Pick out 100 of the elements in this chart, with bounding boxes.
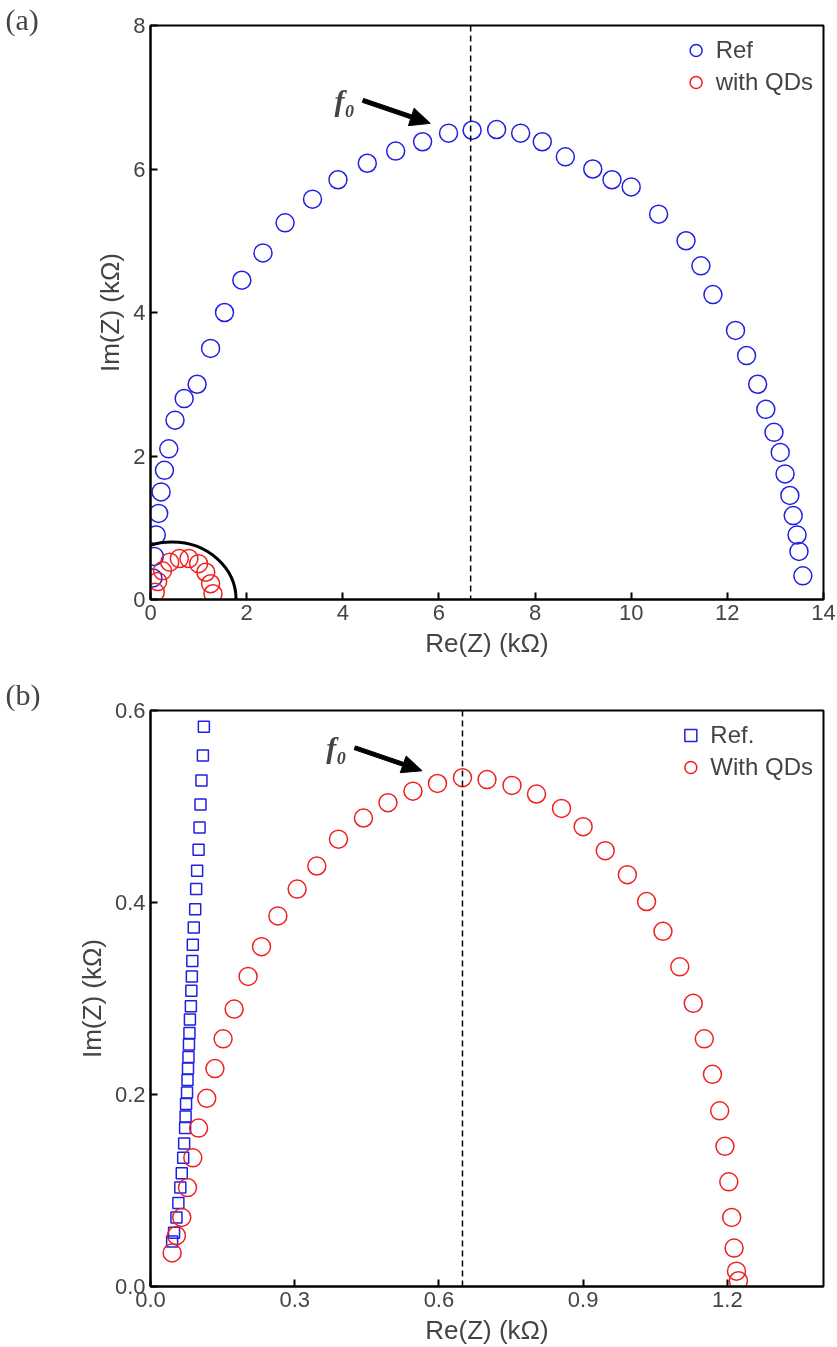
point	[770, 442, 790, 463]
point	[179, 1097, 193, 1111]
point	[183, 1148, 203, 1168]
point	[694, 1029, 715, 1049]
point	[190, 864, 204, 878]
point	[551, 798, 572, 819]
point	[200, 338, 221, 359]
point	[251, 936, 272, 957]
point	[188, 553, 209, 574]
point	[747, 374, 768, 394]
y-tick-label: 4	[133, 300, 146, 325]
point	[214, 302, 235, 323]
point	[192, 843, 205, 856]
point	[195, 774, 208, 787]
point	[188, 902, 202, 916]
x-tick-label: 12	[715, 599, 740, 625]
point	[232, 270, 252, 290]
point	[728, 1271, 749, 1287]
point	[188, 1118, 209, 1138]
point	[595, 840, 616, 861]
x-tick-label: 2	[240, 599, 253, 625]
point	[486, 119, 507, 140]
point	[532, 132, 553, 152]
point	[502, 775, 522, 796]
point	[736, 345, 757, 366]
point	[703, 284, 723, 305]
point	[186, 938, 200, 951]
point	[181, 1062, 195, 1075]
point	[307, 856, 327, 876]
point	[462, 120, 482, 140]
point	[721, 1207, 742, 1228]
y-axis-title: Im(Z) (kΩ)	[95, 252, 126, 373]
point	[197, 720, 211, 734]
point	[187, 921, 201, 934]
point	[172, 1196, 185, 1210]
x-tick-label: 1.2	[712, 1286, 743, 1312]
x-axis-title: Re(Z) (kΩ)	[425, 627, 549, 658]
point	[224, 999, 244, 1019]
annotation: f₀	[326, 731, 347, 765]
point	[178, 1121, 192, 1135]
y-tick-label: 6	[133, 156, 146, 182]
y-axis-title: Im(Z) (kΩ)	[76, 938, 107, 1059]
point	[775, 464, 795, 484]
point	[182, 1038, 196, 1051]
point	[719, 1172, 739, 1192]
point	[573, 816, 593, 837]
point	[179, 1110, 192, 1123]
point	[793, 566, 813, 586]
text: (a)	[5, 2, 39, 37]
point	[555, 147, 576, 167]
point	[187, 374, 207, 394]
point	[602, 170, 622, 190]
point	[378, 792, 398, 813]
annotation: f₀	[334, 83, 355, 117]
point	[253, 243, 273, 263]
point	[764, 422, 784, 443]
y-tick-label: 0.6	[114, 698, 146, 723]
point	[172, 1207, 192, 1228]
point	[756, 399, 776, 420]
point	[186, 954, 199, 968]
y-tick-label: 8	[133, 13, 146, 38]
point	[357, 153, 378, 173]
x-tick-label: 6	[432, 599, 446, 625]
point	[154, 460, 175, 481]
x-tick-label: 8	[528, 599, 542, 625]
point	[724, 1238, 744, 1258]
x-tick-label: 0.9	[567, 1286, 599, 1312]
point	[621, 177, 641, 197]
point	[176, 1151, 190, 1165]
point	[162, 1243, 182, 1263]
point	[159, 552, 180, 572]
legend-label: Ref	[715, 36, 753, 64]
point	[152, 561, 173, 581]
y-tick-label: 2	[133, 443, 146, 469]
point	[709, 1101, 730, 1121]
point	[182, 1050, 195, 1064]
point	[653, 921, 673, 942]
y-tick-label: 0.2	[114, 1082, 146, 1107]
point	[203, 584, 223, 600]
legend-label: Ref.	[710, 721, 755, 749]
point	[169, 548, 190, 569]
point	[159, 439, 179, 459]
point	[150, 503, 169, 524]
point	[166, 1225, 187, 1246]
x-tick-label: 0.6	[423, 1286, 455, 1312]
point	[783, 505, 803, 526]
point	[789, 541, 809, 562]
point	[165, 410, 185, 430]
point	[726, 1261, 747, 1281]
point	[151, 482, 171, 502]
point	[181, 1073, 194, 1087]
point	[174, 388, 194, 409]
point	[177, 1137, 191, 1150]
point	[438, 123, 459, 143]
point	[670, 957, 690, 977]
x-tick-label: 14	[811, 599, 836, 625]
point	[715, 1136, 735, 1157]
point	[177, 1177, 198, 1198]
point	[583, 159, 603, 179]
point	[725, 320, 746, 341]
